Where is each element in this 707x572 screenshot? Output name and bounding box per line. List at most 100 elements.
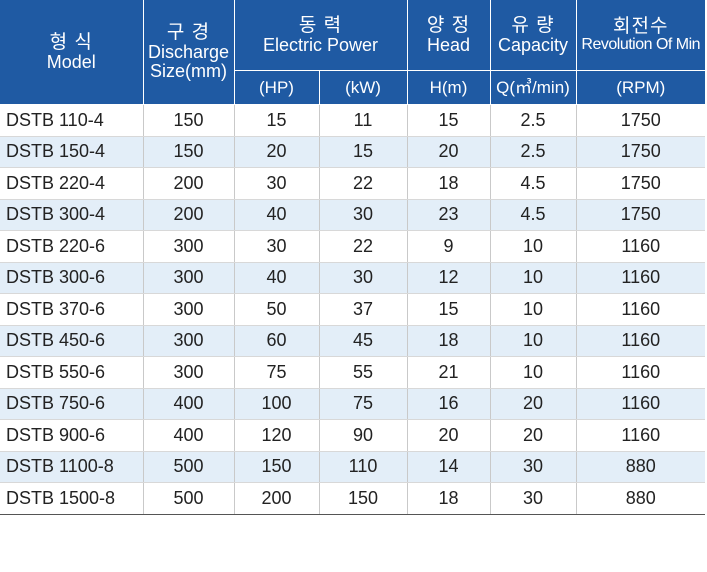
cell-kw: 22 xyxy=(319,230,408,263)
header-row: 형 식 Model 구 경 Discharge Size(mm) 동 력 Ele… xyxy=(0,0,705,105)
cell-capacity: 4.5 xyxy=(490,199,577,231)
cell-kw: 11 xyxy=(319,104,408,137)
cell-rpm: 880 xyxy=(576,451,705,483)
cell-rpm: 1160 xyxy=(576,325,705,357)
header-power: 동 력 Electric Power xyxy=(234,0,408,71)
cell-size: 300 xyxy=(143,230,235,263)
cell-hp: 75 xyxy=(234,356,320,389)
table-row: DSTB 220-4 200 30 22 18 4.5 1750 xyxy=(0,167,705,200)
cell-hp: 40 xyxy=(234,199,320,231)
header-capacity-eng: Capacity xyxy=(497,34,569,55)
table-row: DSTB 900-6 400 120 90 20 20 1160 xyxy=(0,419,705,452)
table-row: DSTB 370-6 300 50 37 15 10 1160 xyxy=(0,293,705,326)
table-row: DSTB 150-4 150 20 15 20 2.5 1750 xyxy=(0,136,705,168)
table-header: 형 식 Model 구 경 Discharge Size(mm) 동 력 Ele… xyxy=(0,0,705,105)
cell-head: 15 xyxy=(407,104,491,137)
cell-capacity: 30 xyxy=(490,482,577,515)
table-row: DSTB 550-6 300 75 55 21 10 1160 xyxy=(0,356,705,389)
cell-head: 23 xyxy=(407,199,491,231)
cell-head: 15 xyxy=(407,293,491,326)
cell-hp: 40 xyxy=(234,262,320,294)
cell-kw: 45 xyxy=(319,325,408,357)
cell-size: 200 xyxy=(143,167,235,200)
cell-model: DSTB 220-6 xyxy=(0,230,144,263)
cell-hp: 30 xyxy=(234,167,320,200)
cell-hp: 30 xyxy=(234,230,320,263)
cell-head: 12 xyxy=(407,262,491,294)
cell-model: DSTB 1100-8 xyxy=(0,451,144,483)
cell-capacity: 4.5 xyxy=(490,167,577,200)
header-revolution-eng: Revolution Of Min xyxy=(581,35,701,53)
cell-capacity: 10 xyxy=(490,230,577,263)
table-row: DSTB 300-4 200 40 30 23 4.5 1750 xyxy=(0,199,705,231)
cell-size: 500 xyxy=(143,451,235,483)
cell-model: DSTB 300-4 xyxy=(0,199,144,231)
cell-head: 18 xyxy=(407,325,491,357)
cell-capacity: 20 xyxy=(490,419,577,452)
cell-hp: 100 xyxy=(234,388,320,420)
cell-model: DSTB 150-4 xyxy=(0,136,144,168)
cell-capacity: 30 xyxy=(490,451,577,483)
cell-head: 20 xyxy=(407,136,491,168)
cell-size: 300 xyxy=(143,262,235,294)
cell-rpm: 1750 xyxy=(576,199,705,231)
cell-capacity: 10 xyxy=(490,293,577,326)
cell-model: DSTB 220-4 xyxy=(0,167,144,200)
cell-rpm: 1160 xyxy=(576,356,705,389)
cell-model: DSTB 900-6 xyxy=(0,419,144,452)
cell-rpm: 1160 xyxy=(576,262,705,294)
cell-kw: 90 xyxy=(319,419,408,452)
cell-size: 200 xyxy=(143,199,235,231)
header-discharge-eng: Discharge xyxy=(147,42,230,63)
cell-model: DSTB 300-6 xyxy=(0,262,144,294)
cell-size: 400 xyxy=(143,419,235,452)
header-revolution-kor: 회전수 xyxy=(613,15,669,37)
cell-size: 150 xyxy=(143,104,235,137)
pump-spec-table: 형 식 Model 구 경 Discharge Size(mm) 동 력 Ele… xyxy=(0,0,705,515)
cell-hp: 50 xyxy=(234,293,320,326)
cell-hp: 60 xyxy=(234,325,320,357)
table-row: DSTB 1100-8 500 150 110 14 30 880 xyxy=(0,451,705,483)
header-capacity-kor: 유 량 xyxy=(511,14,555,36)
cell-size: 150 xyxy=(143,136,235,168)
cell-model: DSTB 550-6 xyxy=(0,356,144,389)
unit-hp: (HP) xyxy=(234,70,320,105)
cell-kw: 30 xyxy=(319,262,408,294)
header-revolution: 회전수 Revolution Of Min xyxy=(576,0,705,71)
cell-rpm: 1160 xyxy=(576,388,705,420)
cell-rpm: 1160 xyxy=(576,230,705,263)
cell-head: 9 xyxy=(407,230,491,263)
cell-kw: 30 xyxy=(319,199,408,231)
cell-size: 500 xyxy=(143,482,235,515)
header-power-kor: 동 력 xyxy=(298,14,343,36)
cell-hp: 20 xyxy=(234,136,320,168)
cell-size: 400 xyxy=(143,388,235,420)
header-capacity: 유 량 Capacity xyxy=(490,0,577,71)
cell-capacity: 10 xyxy=(490,356,577,389)
cell-head: 21 xyxy=(407,356,491,389)
cell-kw: 22 xyxy=(319,167,408,200)
unit-kw: (kW) xyxy=(319,70,408,105)
cell-head: 16 xyxy=(407,388,491,420)
table-row: DSTB 300-6 300 40 30 12 10 1160 xyxy=(0,262,705,294)
cell-rpm: 880 xyxy=(576,482,705,515)
header-discharge-unit: Size(mm) xyxy=(150,60,227,81)
cell-hp: 15 xyxy=(234,104,320,137)
cell-kw: 75 xyxy=(319,388,408,420)
unit-row: (HP) (kW) H(m) Q(㎥/min) (RPM) xyxy=(0,70,705,105)
unit-rpm: (RPM) xyxy=(576,70,705,105)
header-discharge: 구 경 Discharge Size(mm) xyxy=(143,0,235,105)
cell-rpm: 1160 xyxy=(576,293,705,326)
table-row: DSTB 110-4 150 15 11 15 2.5 1750 xyxy=(0,104,705,137)
cell-hp: 150 xyxy=(234,451,320,483)
cell-hp: 200 xyxy=(234,482,320,515)
cell-kw: 37 xyxy=(319,293,408,326)
header-power-eng: Electric Power xyxy=(262,34,379,55)
header-model-eng: Model xyxy=(46,51,96,72)
header-head-eng: Head xyxy=(426,34,471,55)
header-discharge-kor: 구 경 xyxy=(166,22,211,44)
cell-capacity: 2.5 xyxy=(490,104,577,137)
cell-rpm: 1160 xyxy=(576,419,705,452)
table-row: DSTB 450-6 300 60 45 18 10 1160 xyxy=(0,325,705,357)
cell-head: 18 xyxy=(407,167,491,200)
